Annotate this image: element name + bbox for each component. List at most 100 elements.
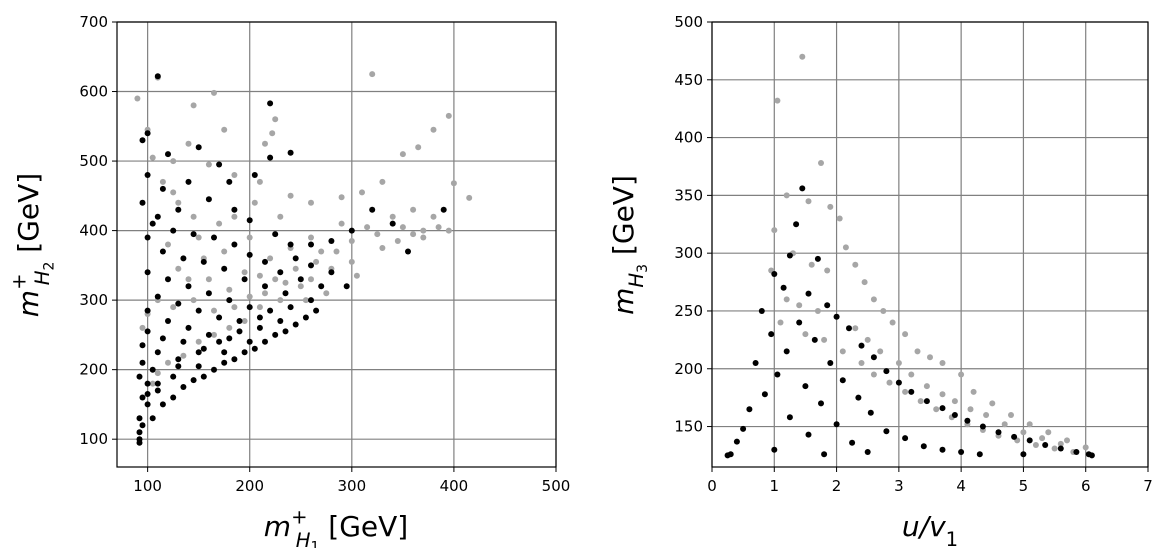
data-point (246, 217, 253, 224)
data-point (185, 283, 192, 290)
data-point (902, 331, 909, 338)
data-point (195, 144, 202, 151)
data-point (154, 349, 161, 356)
data-point (771, 446, 778, 453)
data-point (833, 313, 840, 320)
data-point (389, 220, 396, 227)
data-point (870, 296, 877, 303)
data-point (983, 412, 990, 418)
series-0 (134, 71, 473, 387)
data-point (216, 314, 223, 321)
data-point (185, 276, 192, 283)
data-point (272, 276, 279, 283)
y-tick-label: 400 (674, 129, 703, 147)
data-point (359, 189, 365, 196)
y-axis-label: mH3 [GeV] (607, 175, 651, 315)
data-point (1045, 429, 1052, 436)
data-point (951, 398, 958, 405)
data-point (410, 206, 417, 213)
data-point (211, 234, 217, 241)
axes-frame (116, 21, 557, 468)
data-point (394, 238, 401, 244)
data-point (399, 151, 406, 158)
data-point (226, 286, 233, 293)
data-point (292, 255, 299, 262)
data-point (190, 231, 197, 238)
data-point (190, 297, 197, 304)
data-point (231, 206, 238, 213)
data-point (175, 363, 182, 370)
data-point (302, 297, 309, 304)
data-point (241, 318, 248, 324)
data-point (839, 348, 846, 355)
data-point (323, 290, 330, 297)
data-point (348, 238, 355, 244)
data-point (190, 377, 197, 384)
data-point (200, 258, 207, 265)
data-point (313, 258, 320, 265)
y-tick-label: 300 (79, 291, 108, 309)
data-point (799, 53, 806, 60)
data-point (256, 324, 263, 331)
data-point (180, 384, 187, 390)
data-point (231, 241, 238, 248)
data-point (821, 451, 828, 458)
data-point (430, 126, 437, 133)
data-point (195, 338, 202, 345)
data-point (175, 356, 182, 363)
y-tick-label: 200 (674, 360, 703, 378)
data-point (211, 366, 217, 373)
data-point (914, 348, 921, 355)
data-point (805, 431, 812, 438)
y-tick-label: 450 (674, 71, 703, 89)
x-axis-label: u/v1 (902, 510, 958, 548)
data-point (277, 213, 284, 220)
data-point (149, 380, 156, 387)
data-point (180, 338, 187, 345)
data-point (1020, 451, 1027, 458)
data-point (348, 227, 355, 234)
data-point (1039, 435, 1046, 442)
data-point (348, 258, 355, 265)
data-point (272, 231, 279, 238)
data-point (297, 283, 304, 290)
data-point (861, 279, 868, 286)
data-point (399, 224, 406, 231)
data-point (777, 319, 784, 326)
data-point (1073, 449, 1080, 455)
data-point (246, 338, 253, 345)
data-point (864, 449, 871, 455)
data-point (870, 371, 877, 378)
data-point (338, 220, 345, 227)
data-point (880, 308, 887, 314)
data-point (216, 338, 223, 345)
data-point (277, 269, 284, 276)
y-tick-label: 200 (79, 361, 108, 379)
data-point (226, 324, 233, 331)
data-point (379, 178, 386, 185)
data-point (231, 356, 238, 363)
data-point (768, 331, 775, 338)
data-point (827, 203, 834, 210)
data-point (308, 276, 314, 283)
y-tick-label: 250 (674, 302, 703, 320)
data-point (802, 383, 809, 390)
data-point (821, 336, 828, 343)
data-point (783, 348, 790, 355)
data-point (846, 325, 852, 332)
data-point (374, 231, 381, 238)
data-point (967, 406, 974, 413)
data-point (159, 335, 166, 342)
data-point (814, 255, 821, 262)
data-point (205, 331, 212, 338)
x-tick-label: 300 (337, 477, 366, 495)
data-point (1088, 452, 1095, 459)
data-point (353, 272, 360, 279)
data-point (144, 234, 151, 241)
data-point (733, 438, 740, 445)
data-point (190, 102, 197, 109)
data-point (139, 422, 146, 429)
data-point (917, 398, 924, 405)
data-point (170, 394, 177, 401)
data-point (338, 194, 345, 201)
